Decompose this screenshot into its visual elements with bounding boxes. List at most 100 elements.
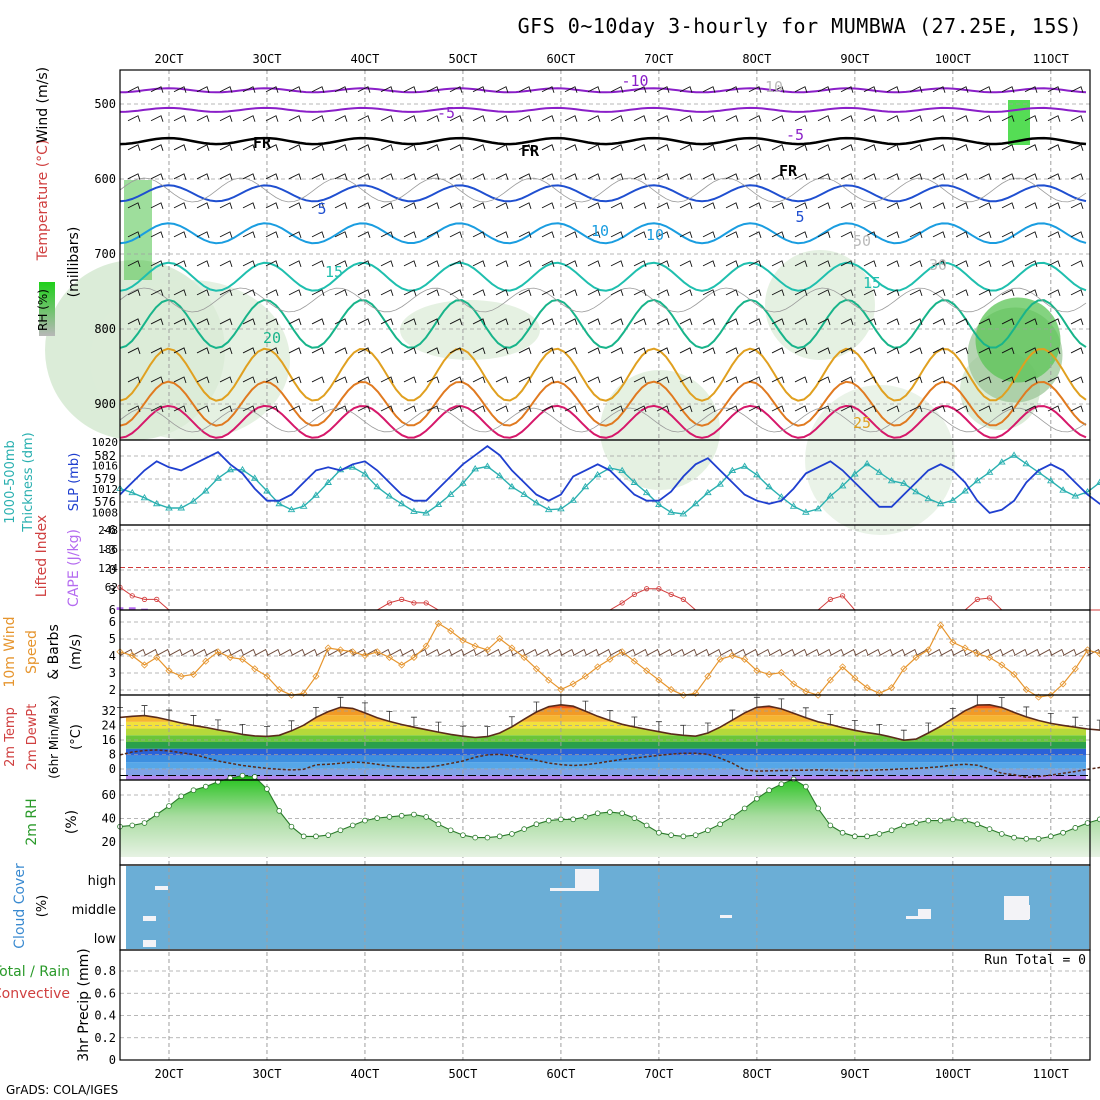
wind-barb: [886, 376, 900, 384]
wind-barb: [357, 115, 371, 122]
wind10-barb: [1038, 648, 1052, 656]
wind-barb: [656, 115, 670, 122]
wind-barb: [334, 115, 348, 122]
cloud-bar-4: [575, 869, 599, 891]
wind-barb: [909, 318, 923, 326]
rh2m-marker: [705, 827, 711, 834]
contour-label: -5: [437, 104, 455, 122]
cloud-bar-1: [143, 916, 156, 921]
wind10-marker: [520, 653, 528, 662]
wind-barb: [978, 260, 992, 268]
thickness-marker: [973, 476, 982, 484]
wind-barb: [679, 144, 693, 151]
tick-label-precip: 0.2: [94, 1031, 116, 1045]
rh2m-marker: [962, 817, 968, 824]
wind-barb: [495, 173, 509, 180]
dewpoint2m-line: [119, 749, 1100, 779]
wind10-marker: [508, 644, 516, 652]
wind10-marker: [618, 648, 626, 656]
wind-barb: [242, 405, 256, 413]
wind-barb: [909, 231, 923, 239]
wind10-barb: [781, 648, 795, 656]
wind-barb: [1070, 405, 1084, 413]
rh-colorbar: [39, 282, 55, 336]
temp-minmax-whisker: [631, 716, 638, 727]
wind-barb: [311, 376, 325, 384]
contour-30: [119, 380, 1087, 427]
wind-barb: [403, 202, 417, 209]
wind-barb: [449, 202, 463, 209]
wind-barb: [702, 173, 716, 180]
wind-barb: [725, 376, 739, 384]
wind-barb: [196, 260, 210, 268]
wind-barb: [932, 347, 946, 355]
rh2m-marker: [937, 817, 944, 824]
tick-label-li-right: 124: [98, 562, 118, 575]
wind10-marker: [361, 651, 369, 660]
temp-band-6: [126, 735, 1086, 742]
wind-barb: [564, 144, 578, 151]
rh2m-marker: [839, 829, 846, 836]
wind10-barb: [793, 648, 808, 656]
tick-label-temp2m: 8: [109, 748, 116, 762]
wind-barb: [587, 173, 601, 180]
wind-barb: [357, 318, 371, 326]
wind-barb: [242, 260, 256, 268]
wind-barb: [955, 231, 969, 239]
temp-minmax-whisker: [704, 722, 711, 734]
wind-barb: [725, 202, 739, 209]
wind-barb: [656, 376, 670, 384]
rh2m-marker: [374, 815, 380, 821]
wind-barb: [449, 376, 463, 384]
temp-minmax-whisker: [410, 716, 417, 728]
wind-barb: [265, 376, 279, 384]
wind-barb: [357, 347, 371, 355]
wind10-barb: [1001, 648, 1016, 656]
wind-barb: [357, 376, 371, 384]
wind-barb: [265, 405, 279, 413]
thickness-marker: [802, 508, 810, 515]
wind-barb: [771, 144, 785, 151]
wind-barb: [495, 318, 509, 326]
wind-barb: [196, 173, 210, 180]
wind-barb: [656, 260, 670, 268]
contour-label: FR: [253, 134, 272, 152]
wind-barb: [449, 260, 463, 268]
wind10-barb: [560, 648, 575, 656]
wind10-marker: [251, 665, 259, 673]
wind-barb: [1001, 347, 1015, 355]
wind-barb: [242, 115, 256, 122]
wind-barb: [1070, 86, 1084, 93]
wind-barb: [748, 173, 762, 180]
wind-barb: [564, 376, 578, 384]
wind-barb: [817, 86, 831, 93]
wind-barb: [817, 405, 831, 413]
wind-barb: [127, 173, 141, 180]
temp-minmax-whisker: [802, 707, 809, 718]
wind-barb: [863, 231, 877, 239]
temp-minmax-whisker: [1047, 713, 1054, 724]
thickness-marker: [446, 490, 455, 497]
wind-barb: [150, 86, 164, 93]
wind-barb: [564, 289, 578, 297]
wind-barb: [886, 405, 900, 413]
wind-barb: [932, 318, 946, 326]
wind10-barb: [462, 648, 477, 656]
thickness-marker: [471, 465, 479, 472]
wind10-marker: [728, 651, 736, 660]
wind-barb: [150, 173, 164, 180]
date-label-top: 10OCT: [935, 52, 971, 66]
wind-barb: [656, 405, 670, 413]
wind10-barb: [854, 648, 869, 656]
wind10-marker: [447, 627, 455, 635]
wind-barb: [748, 115, 762, 122]
wind10-barb: [536, 648, 550, 656]
rh2m-marker: [827, 822, 834, 829]
wind-barb: [219, 260, 233, 268]
wind-barb: [978, 202, 992, 209]
wind-barb: [173, 260, 187, 268]
wind-barb: [840, 115, 854, 122]
wind-barb: [265, 231, 279, 239]
wind-barb: [840, 86, 854, 93]
wind-barb: [311, 173, 325, 180]
